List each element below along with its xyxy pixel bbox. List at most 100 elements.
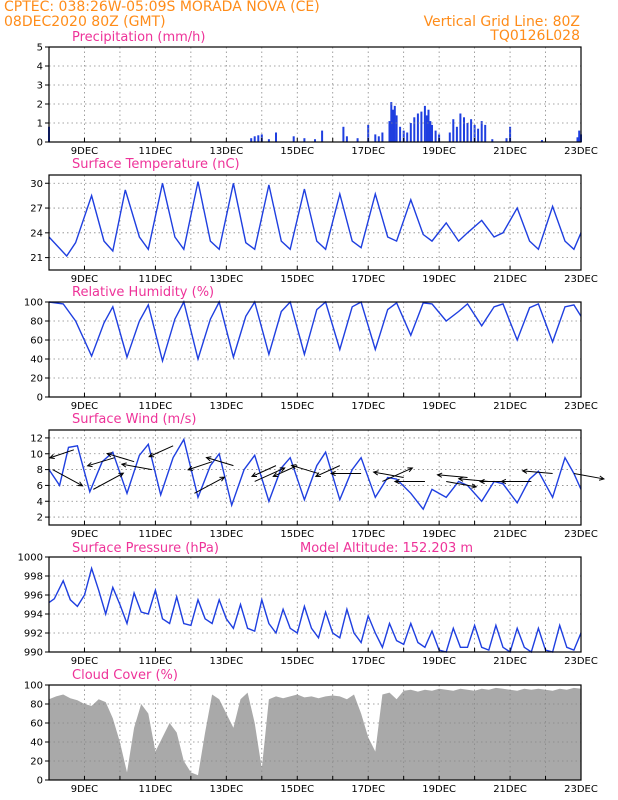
precip-bar bbox=[416, 113, 419, 142]
precip-bar bbox=[413, 117, 416, 142]
precip-bar bbox=[484, 124, 487, 142]
rh-panel: 0 20 40 60 80 100 9DEC 11DEC 13DEC 15DEC 17DEC 19DE… bbox=[24, 298, 598, 413]
pressure-frame bbox=[48, 556, 582, 653]
y-tick-label: 40 bbox=[30, 355, 43, 366]
y-tick-label: 2 bbox=[37, 100, 43, 111]
y-tick-label: 1000 bbox=[18, 553, 43, 564]
wind-vector-arrow bbox=[48, 449, 74, 460]
precip-bar bbox=[390, 102, 393, 142]
x-tick-label: 23DEC bbox=[564, 529, 598, 540]
y-tick-label: 0 bbox=[37, 776, 43, 787]
precip-bar bbox=[321, 130, 324, 142]
precip-bar bbox=[393, 105, 396, 142]
x-tick-label: 13DEC bbox=[209, 529, 243, 540]
wind-vector-arrow bbox=[148, 445, 174, 458]
y-tick-label: 2 bbox=[37, 513, 43, 524]
precip-bar bbox=[452, 119, 455, 142]
precip-bar bbox=[423, 105, 426, 142]
x-tick-label: 11DEC bbox=[139, 529, 173, 540]
x-tick-label: 19DEC bbox=[422, 784, 456, 795]
y-tick-label: 100 bbox=[24, 681, 43, 692]
x-tick-label: 21DEC bbox=[493, 146, 527, 157]
y-tick-label: 20 bbox=[30, 757, 43, 768]
x-tick-label: 19DEC bbox=[422, 274, 456, 285]
x-tick-label: 21DEC bbox=[493, 529, 527, 540]
precip-title: Precipitation (mm/h) bbox=[72, 30, 205, 45]
x-tick-label: 9DEC bbox=[71, 529, 98, 540]
precip-bar bbox=[406, 132, 409, 142]
x-tick-label: 19DEC bbox=[422, 146, 456, 157]
wind-vector-arrow bbox=[290, 464, 319, 475]
y-tick-label: 0 bbox=[37, 138, 43, 149]
x-tick-label: 17DEC bbox=[351, 146, 385, 157]
x-tick-label: 9DEC bbox=[71, 401, 98, 412]
x-tick-label: 19DEC bbox=[422, 401, 456, 412]
wind-frame bbox=[48, 429, 582, 526]
precip-bar bbox=[409, 123, 412, 142]
header-grid-line: Vertical Grid Line: 80Z bbox=[424, 14, 580, 30]
x-tick-label: 15DEC bbox=[280, 656, 314, 667]
precip-bar bbox=[459, 113, 462, 142]
precip-frame bbox=[48, 46, 582, 143]
precip-bar bbox=[578, 130, 581, 142]
rh-frame bbox=[48, 301, 582, 398]
y-tick-label: 6 bbox=[37, 481, 43, 492]
x-tick-label: 17DEC bbox=[351, 529, 385, 540]
x-tick-label: 15DEC bbox=[280, 529, 314, 540]
precip-bar bbox=[425, 115, 428, 142]
y-tick-label: 80 bbox=[30, 317, 43, 328]
y-tick-label: 40 bbox=[30, 738, 43, 749]
cloud-cover-area bbox=[49, 687, 581, 780]
wind-vector-arrow bbox=[382, 467, 414, 482]
x-tick-label: 9DEC bbox=[71, 274, 98, 285]
header-model-code: TQ0126L028 bbox=[489, 28, 580, 44]
precip-bar bbox=[434, 130, 437, 142]
precip-bar bbox=[402, 130, 405, 142]
precip-bar bbox=[491, 139, 494, 142]
precip-panel: 0 1 2 3 4 5 9DEC 11DEC 13DEC 15DEC 17DEC 19DEC 21DEC… bbox=[37, 43, 598, 158]
precip-bar bbox=[431, 124, 433, 142]
wind-vector-arrow bbox=[372, 470, 404, 478]
x-tick-label: 23DEC bbox=[564, 656, 598, 667]
x-tick-label: 17DEC bbox=[351, 401, 385, 412]
precip-bar bbox=[427, 109, 430, 142]
y-tick-label: 60 bbox=[30, 336, 43, 347]
y-tick-label: 5 bbox=[37, 43, 43, 54]
precip-bar bbox=[257, 135, 260, 142]
y-tick-label: 4 bbox=[37, 497, 43, 508]
y-tick-label: 1 bbox=[37, 119, 43, 130]
y-tick-label: 21 bbox=[30, 253, 43, 264]
precip-bar bbox=[253, 136, 256, 142]
precip-bar bbox=[477, 128, 480, 142]
x-tick-label: 23DEC bbox=[564, 784, 598, 795]
x-tick-label: 13DEC bbox=[209, 401, 243, 412]
temp-series-line bbox=[48, 181, 582, 258]
x-tick-label: 23DEC bbox=[564, 146, 598, 157]
wind-vector-arrow bbox=[86, 457, 115, 468]
cloud-frame bbox=[48, 684, 582, 781]
precip-bar bbox=[399, 126, 402, 142]
y-tick-label: 3 bbox=[37, 81, 43, 92]
wind-vector-arrow bbox=[254, 467, 286, 482]
x-tick-label: 11DEC bbox=[139, 146, 173, 157]
precip-bar bbox=[250, 138, 253, 142]
precip-bar bbox=[470, 119, 473, 142]
precip-bar bbox=[267, 139, 270, 142]
y-tick-label: 80 bbox=[30, 700, 43, 711]
x-tick-label: 11DEC bbox=[139, 784, 173, 795]
x-tick-label: 21DEC bbox=[493, 274, 527, 285]
x-tick-label: 13DEC bbox=[209, 656, 243, 667]
x-tick-label: 19DEC bbox=[422, 529, 456, 540]
y-tick-label: 996 bbox=[24, 591, 43, 602]
rh-title: Relative Humidity (%) bbox=[72, 285, 214, 300]
y-tick-label: 12 bbox=[30, 433, 43, 444]
x-tick-label: 9DEC bbox=[71, 656, 98, 667]
x-tick-label: 9DEC bbox=[71, 146, 98, 157]
y-tick-label: 990 bbox=[24, 648, 43, 659]
precip-bar bbox=[377, 136, 380, 142]
temp-panel: 21 24 27 30 9DEC 11DEC 13DEC 15DEC 17DEC 19DEC 21D… bbox=[30, 174, 598, 285]
y-tick-label: 8 bbox=[37, 465, 43, 476]
wind-vector-arrow bbox=[329, 470, 362, 477]
x-tick-label: 15DEC bbox=[280, 274, 314, 285]
